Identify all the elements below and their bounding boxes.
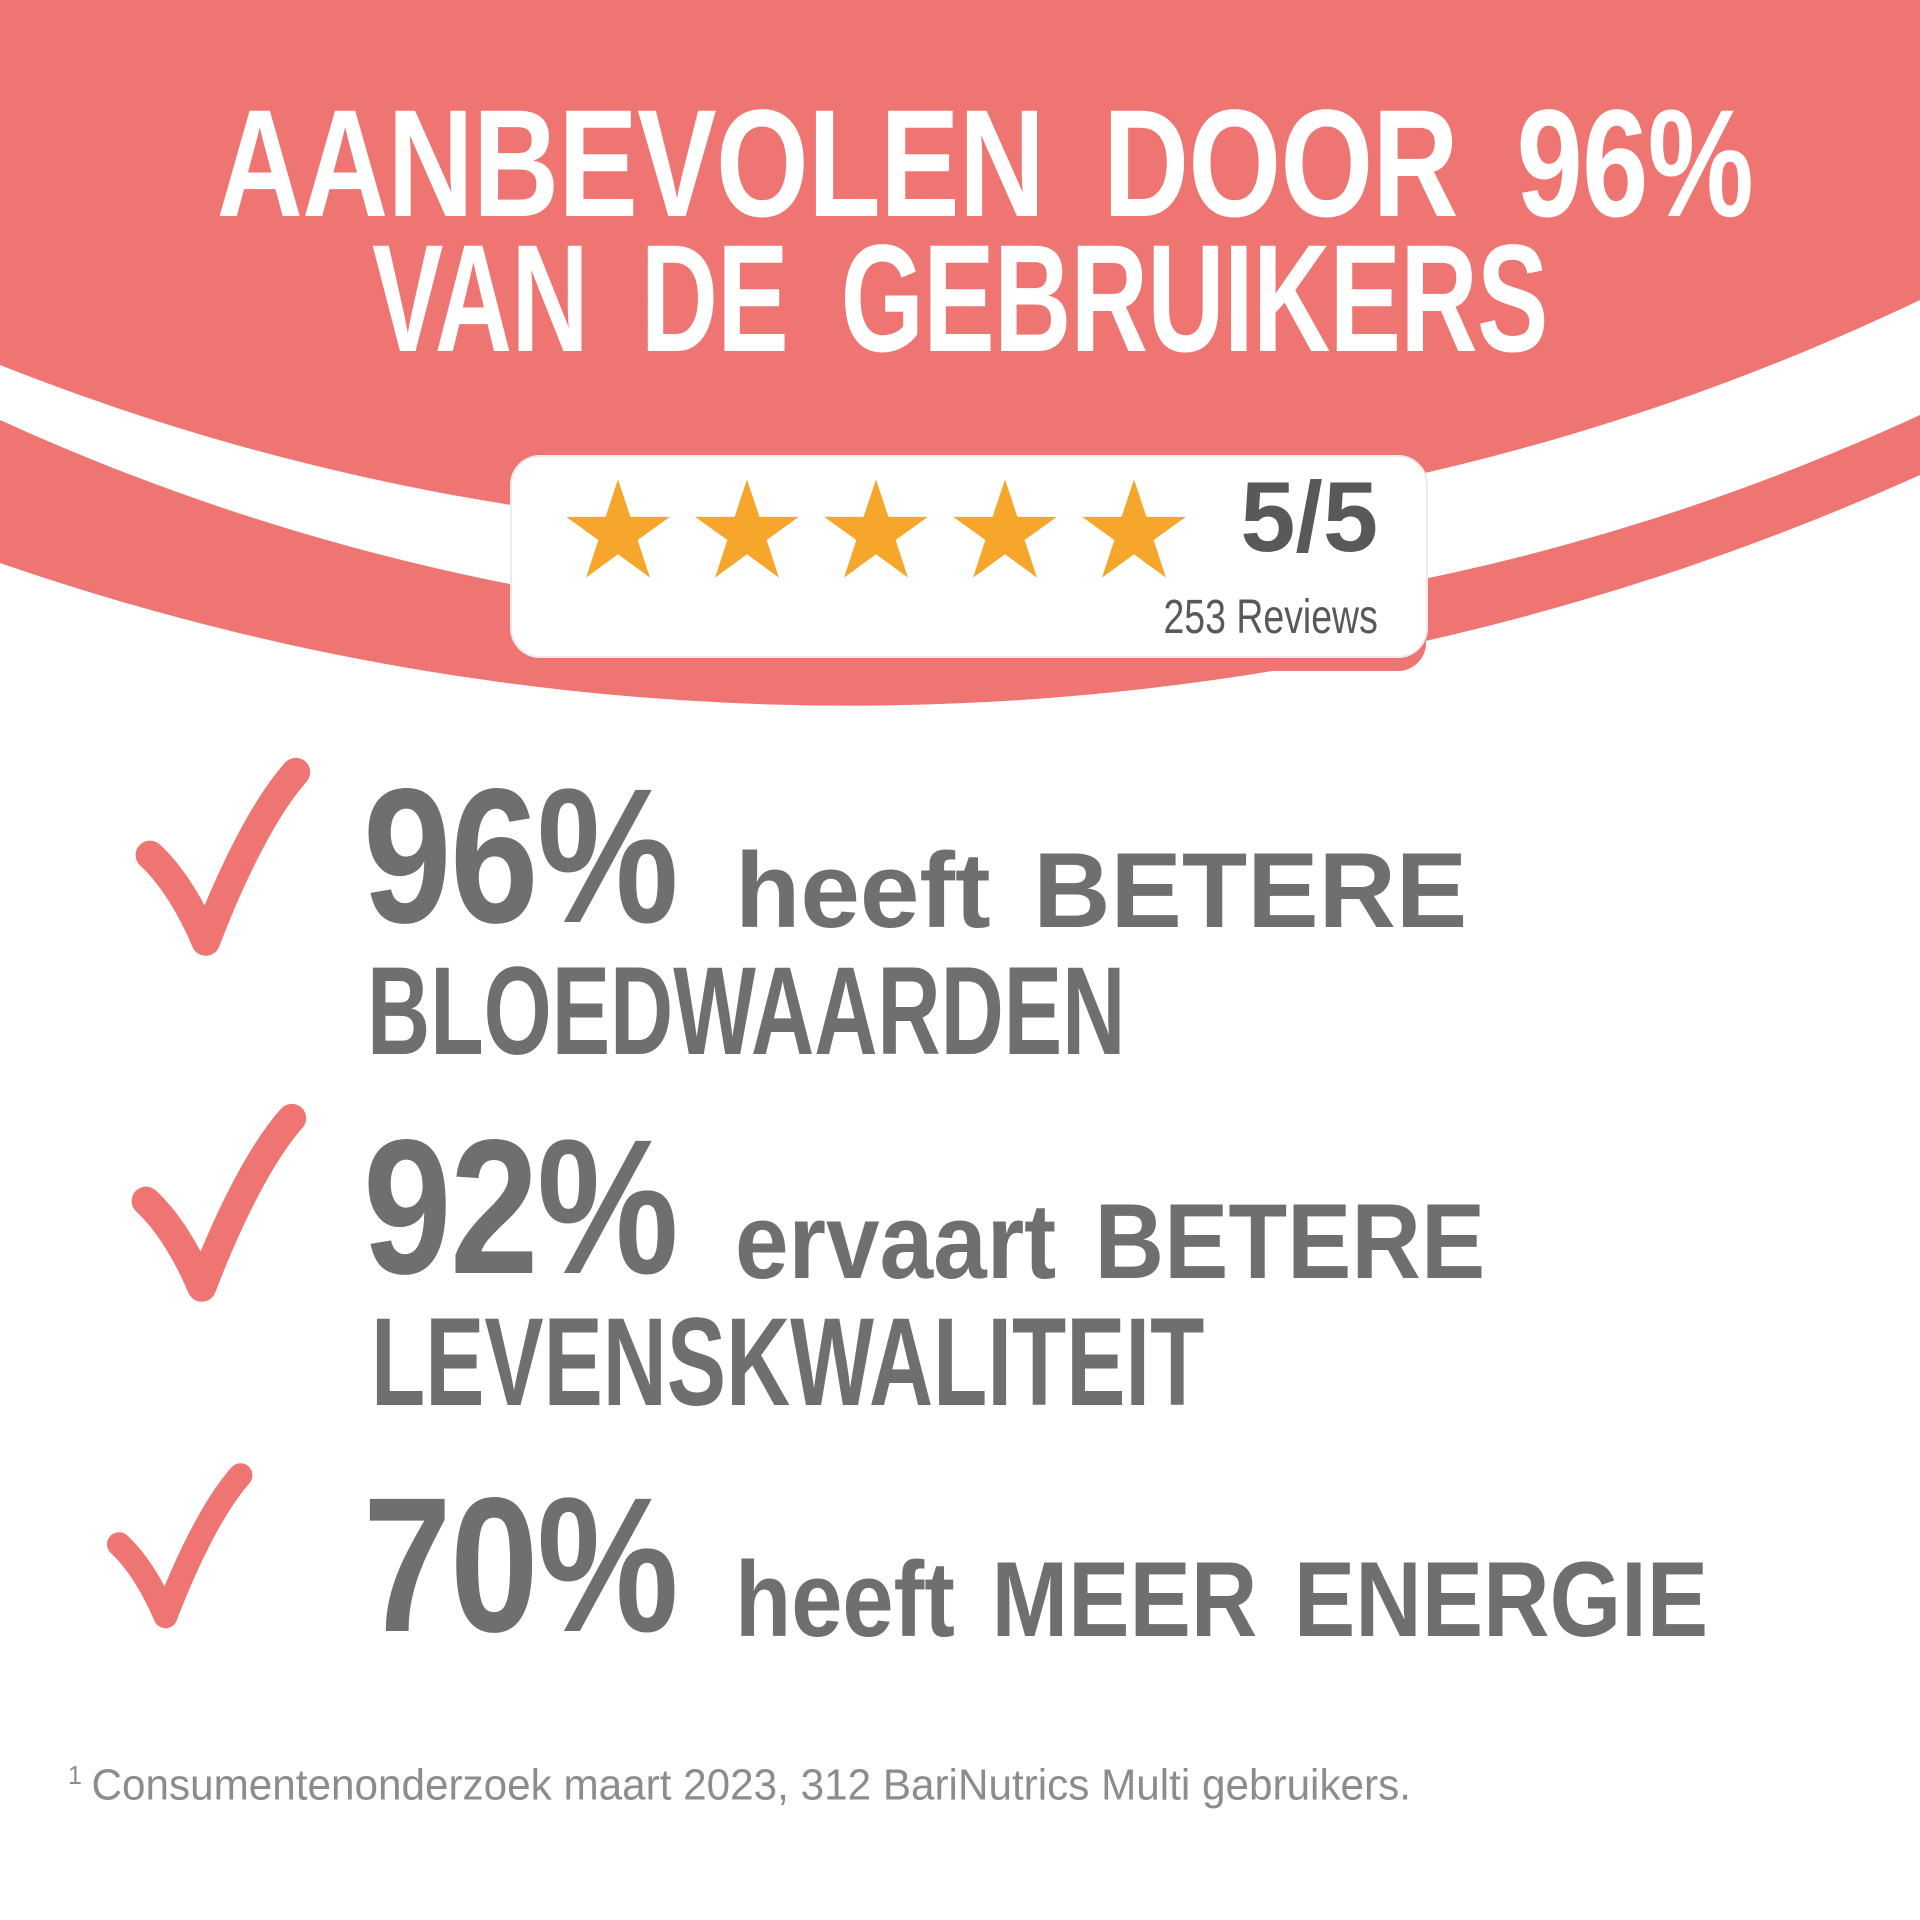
- footnote-marker: 1: [68, 1760, 82, 1790]
- stat-text-1-line2: BLOEDWAARDEN: [367, 942, 1126, 1081]
- checkmark-icon: [131, 1103, 307, 1302]
- stat-value-3: 70%: [363, 1457, 679, 1672]
- stat-text-1: heeft BETERE: [735, 830, 1468, 950]
- checkmark-icon: [107, 1463, 253, 1629]
- footnote-text: Consumentenonderzoek maart 2023, 312 Bar…: [91, 1760, 1411, 1810]
- stat-value-1: 96%: [363, 748, 679, 963]
- star-icon: [953, 479, 1057, 578]
- reviews-count: 253 Reviews: [1163, 591, 1378, 644]
- stat-text-2-line2: LEVENSKWALITEIT: [371, 1293, 1205, 1432]
- stat-value-2: 92%: [363, 1099, 679, 1314]
- banner-title-text-1: AANBEVOLEN DOOR 96%: [216, 78, 1754, 249]
- star-icon: [566, 479, 670, 578]
- footnote: 1 Consumentenonderzoek maart 2023, 312 Ba…: [68, 1762, 1411, 1808]
- banner-ribbon-arc: [0, 415, 1920, 706]
- star-icon: [824, 479, 928, 578]
- banner-title-text-2: VAN DE GEBRUIKERS: [372, 213, 1548, 384]
- star-icon: [695, 479, 799, 578]
- banner-title-line-2: VAN DE GEBRUIKERS: [0, 222, 1920, 375]
- rating-value: 5/5: [1240, 461, 1378, 572]
- stat-text-2: ervaart BETERE: [735, 1181, 1486, 1301]
- review-card: 5/5 253 Reviews: [510, 455, 1428, 658]
- checkmark-icon: [135, 757, 311, 956]
- stat-text-3: heeft MEER ENERGIE: [735, 1539, 1709, 1659]
- banner-title-line-1: AANBEVOLEN DOOR 96%: [0, 87, 1920, 240]
- star-rating: [564, 477, 1188, 581]
- banner-background: [0, 0, 1920, 706]
- banner-main-shape: [0, 0, 1920, 535]
- star-icon: [1082, 479, 1186, 578]
